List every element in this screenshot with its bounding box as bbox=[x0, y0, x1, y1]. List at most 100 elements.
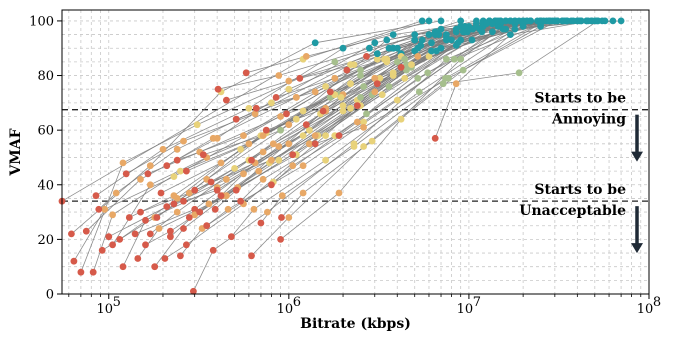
data-point bbox=[251, 110, 259, 118]
data-point bbox=[339, 107, 347, 115]
y-tick-label: 60 bbox=[37, 124, 54, 139]
data-point bbox=[360, 83, 367, 90]
data-point bbox=[167, 233, 174, 241]
data-point bbox=[433, 47, 440, 55]
data-point bbox=[408, 61, 415, 68]
data-point bbox=[350, 143, 358, 150]
data-point bbox=[425, 31, 433, 38]
data-point bbox=[418, 17, 426, 25]
data-point bbox=[373, 80, 381, 88]
data-point bbox=[350, 61, 358, 68]
data-point bbox=[193, 121, 201, 129]
data-point bbox=[371, 74, 379, 82]
data-point bbox=[167, 227, 174, 235]
data-point bbox=[376, 74, 384, 82]
data-point bbox=[411, 31, 419, 38]
data-point bbox=[278, 192, 286, 200]
data-point bbox=[191, 205, 199, 213]
data-point bbox=[383, 55, 391, 63]
data-point bbox=[353, 118, 361, 126]
data-point bbox=[177, 167, 184, 175]
data-point bbox=[217, 159, 225, 167]
data-point bbox=[546, 17, 553, 25]
data-point bbox=[209, 134, 217, 142]
data-point bbox=[450, 55, 458, 63]
data-point bbox=[424, 69, 432, 77]
data-point bbox=[257, 219, 265, 227]
data-point bbox=[248, 156, 255, 164]
data-point bbox=[211, 205, 219, 213]
data-point bbox=[385, 83, 393, 90]
data-point bbox=[137, 175, 144, 183]
data-point bbox=[439, 80, 447, 88]
data-point bbox=[68, 230, 75, 238]
data-point bbox=[489, 20, 496, 28]
x-tick-exponent: 8 bbox=[653, 295, 661, 310]
data-point bbox=[360, 143, 367, 150]
data-point bbox=[269, 140, 277, 148]
threshold-label-line1: Starts to be bbox=[534, 182, 626, 198]
series-line bbox=[346, 20, 558, 71]
data-point bbox=[397, 63, 405, 71]
data-point bbox=[489, 28, 496, 36]
data-point bbox=[262, 126, 270, 134]
data-point bbox=[378, 91, 386, 99]
data-point bbox=[268, 181, 275, 189]
data-point bbox=[170, 192, 178, 200]
series-line bbox=[338, 28, 504, 136]
data-point bbox=[214, 85, 222, 93]
data-point bbox=[173, 145, 181, 153]
data-point bbox=[242, 69, 250, 77]
series-line bbox=[134, 20, 578, 235]
data-point bbox=[213, 186, 221, 194]
data-point bbox=[588, 17, 595, 25]
data-point bbox=[275, 72, 283, 79]
data-point bbox=[285, 121, 293, 129]
data-point bbox=[199, 151, 207, 159]
threshold-label-line1: Starts to be bbox=[534, 91, 626, 107]
data-point bbox=[224, 205, 232, 213]
data-point bbox=[343, 66, 351, 74]
data-point bbox=[285, 77, 293, 85]
data-point bbox=[151, 263, 159, 271]
x-tick-label: 10 bbox=[96, 302, 113, 317]
data-point bbox=[502, 17, 510, 25]
series-line bbox=[434, 20, 592, 139]
data-point bbox=[109, 211, 116, 219]
data-point bbox=[311, 132, 319, 140]
y-tick-label: 40 bbox=[37, 178, 54, 193]
data-point bbox=[415, 88, 423, 96]
data-point bbox=[146, 230, 154, 238]
data-point bbox=[331, 74, 339, 82]
data-point bbox=[401, 55, 409, 63]
data-point bbox=[299, 162, 307, 170]
data-point bbox=[443, 36, 450, 44]
series-lines bbox=[61, 20, 622, 292]
data-point bbox=[554, 17, 561, 25]
data-point bbox=[299, 189, 307, 197]
data-point bbox=[371, 88, 379, 96]
data-point bbox=[311, 140, 319, 148]
data-point bbox=[511, 25, 519, 33]
data-point bbox=[519, 23, 527, 30]
data-point bbox=[289, 162, 297, 170]
data-point bbox=[268, 156, 275, 164]
data-point bbox=[183, 167, 190, 175]
data-point bbox=[418, 36, 426, 44]
data-point bbox=[109, 241, 116, 249]
data-point bbox=[326, 88, 334, 96]
data-point bbox=[389, 31, 397, 38]
data-point bbox=[507, 17, 514, 25]
data-point bbox=[360, 124, 367, 131]
data-point bbox=[499, 25, 507, 33]
data-point bbox=[228, 233, 235, 241]
series-line bbox=[112, 20, 490, 246]
data-point bbox=[515, 69, 523, 77]
data-point bbox=[311, 39, 319, 47]
data-point bbox=[101, 205, 109, 213]
data-point bbox=[389, 69, 397, 77]
data-point bbox=[473, 23, 480, 30]
data-point bbox=[285, 140, 293, 148]
data-point bbox=[277, 236, 284, 243]
x-tick-exponent: 6 bbox=[293, 295, 301, 310]
